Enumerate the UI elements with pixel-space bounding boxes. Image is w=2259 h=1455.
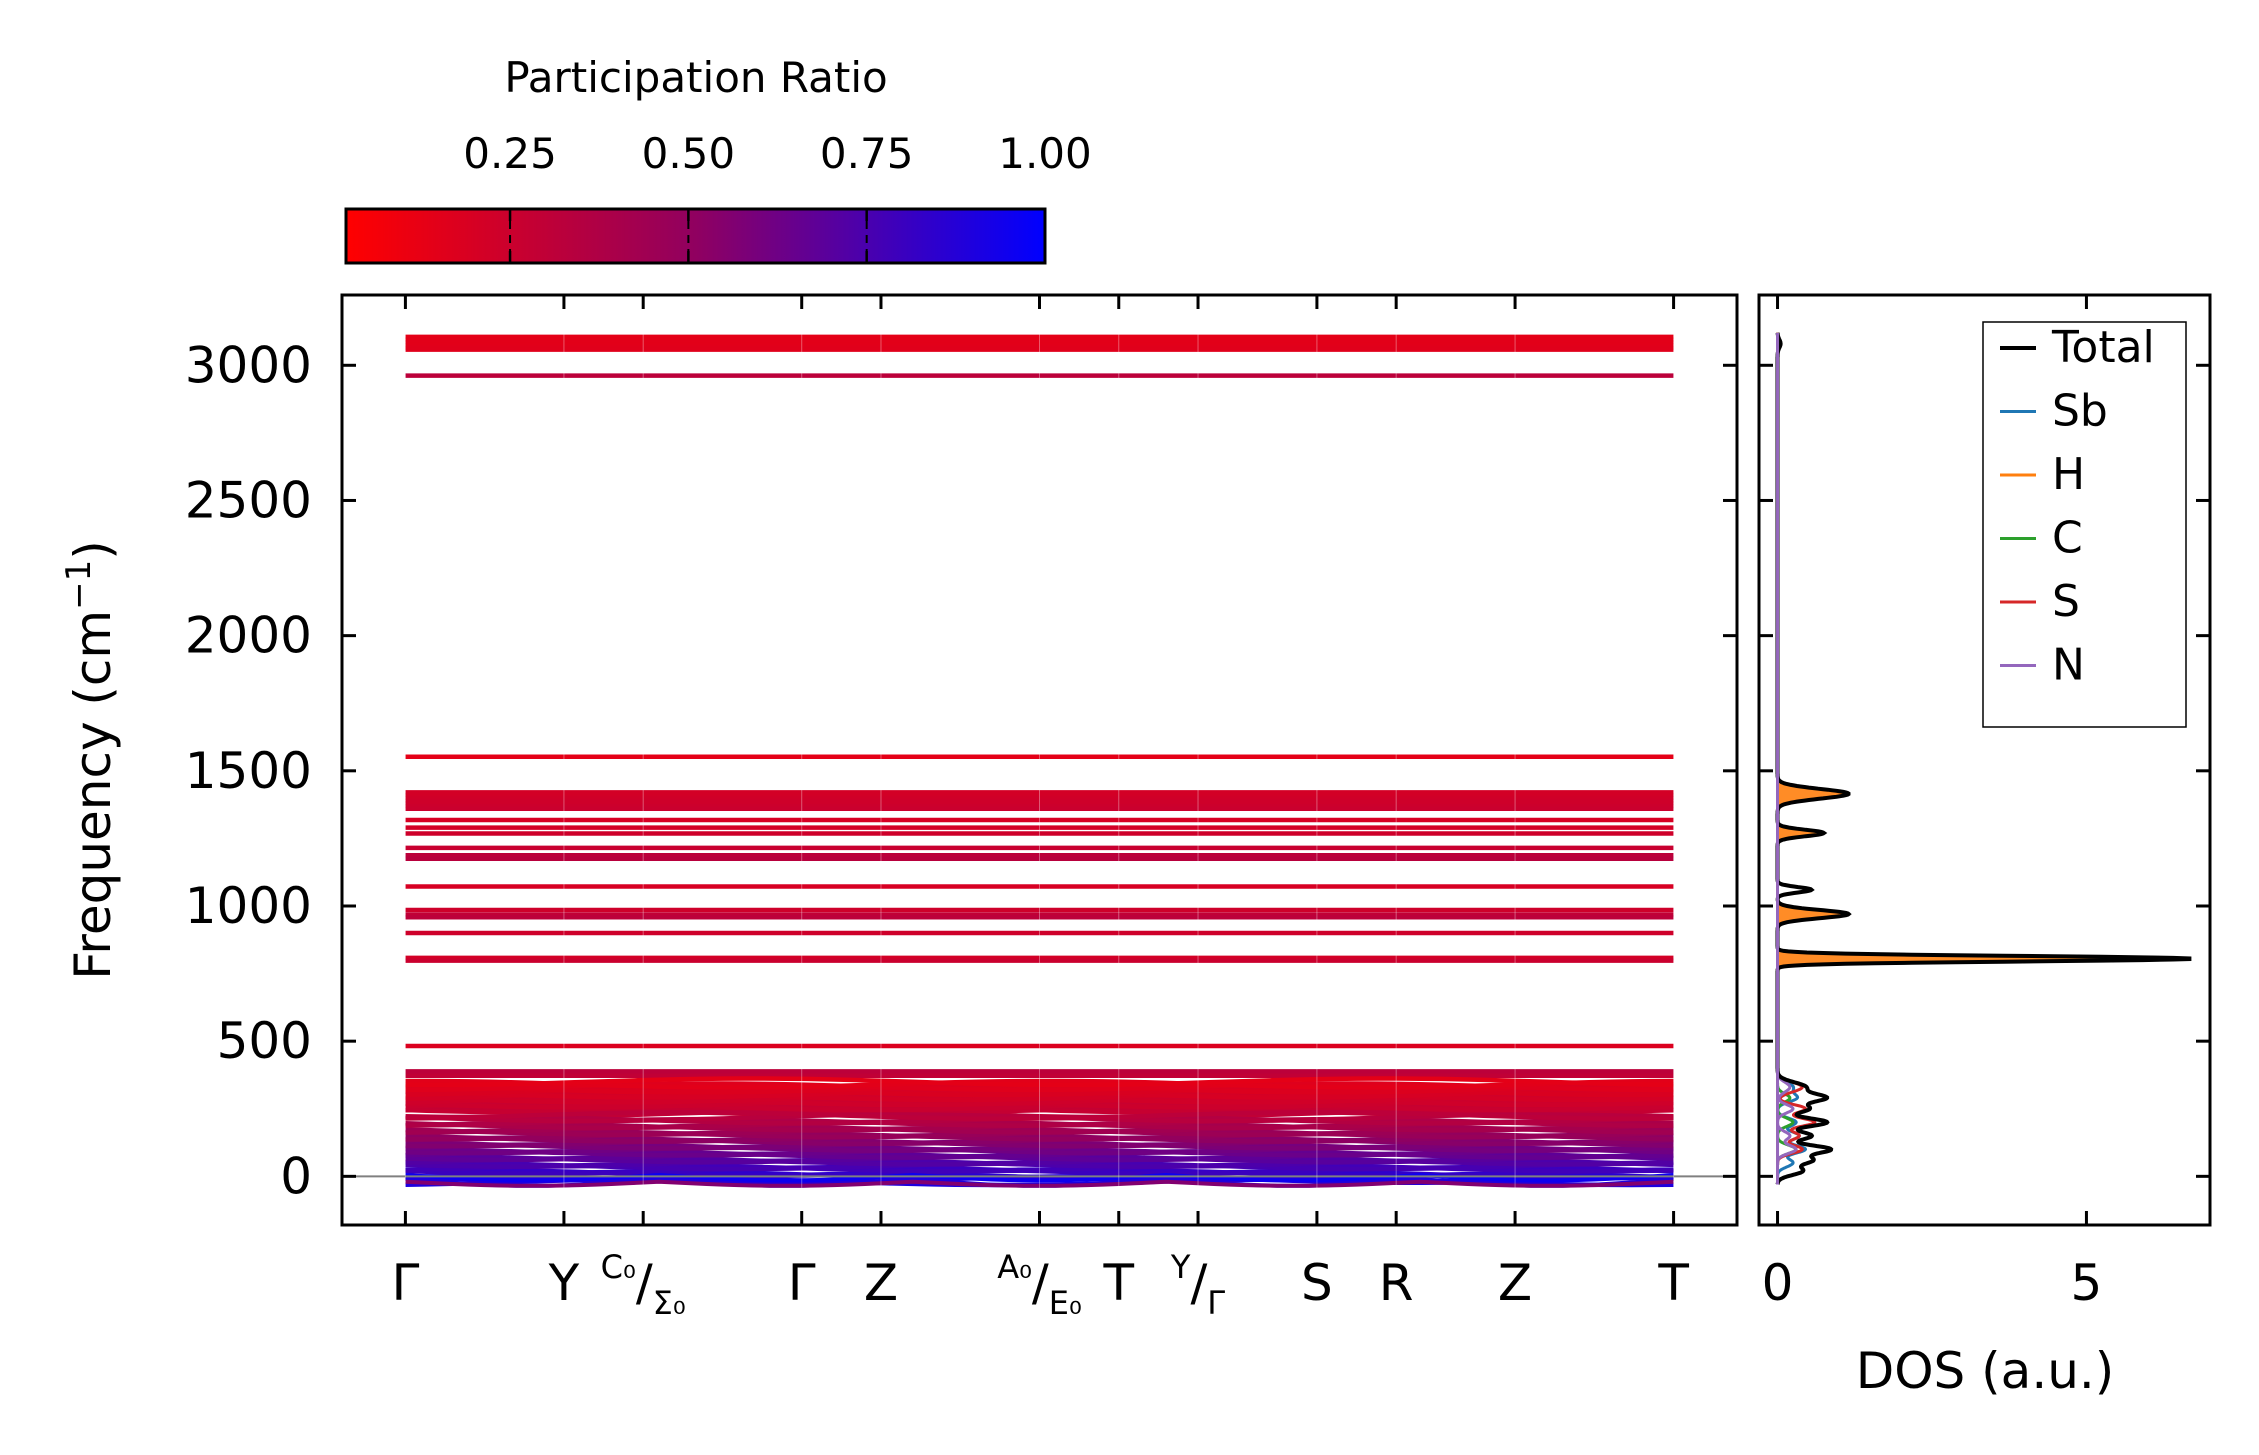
y-axis-label-sup: −1 [59, 560, 99, 610]
y-tick-label: 2500 [185, 471, 312, 529]
x-tick-label: T [1102, 1254, 1134, 1312]
dos-x-tick-label: 0 [1762, 1254, 1794, 1312]
colorbar-ticks: 0.25 0.50 0.75 1.00 [463, 129, 1092, 263]
x-tick-label-split: C₀/Σ₀ [601, 1248, 686, 1322]
legend-label: C [2052, 513, 2083, 564]
phonon-band [405, 1078, 1674, 1090]
y-axis-label: Frequency (cm−1) [59, 540, 122, 980]
colorbar-tick-label: 1.00 [998, 129, 1092, 178]
colorbar-gradient [344, 207, 1047, 265]
x-tick-label: Y [548, 1254, 580, 1312]
colorbar-tick-label: 0.25 [463, 129, 557, 178]
y-tick-label: 1000 [185, 877, 312, 935]
x-tick-label-top: C₀ [601, 1248, 636, 1286]
x-tick-label-bottom: E₀ [1049, 1284, 1082, 1322]
dos-x-axis-label: DOS (a.u.) [1856, 1342, 2115, 1400]
x-tick-label: Z [1498, 1254, 1532, 1312]
dos-frame [1757, 293, 2212, 1227]
band-lines [342, 295, 1737, 1225]
phonon-band [405, 1076, 1674, 1088]
legend-box [1982, 321, 2187, 728]
dos-curve-c [1776, 332, 1798, 1185]
dos-curve-s [1776, 332, 1817, 1185]
legend-label: Sb [2052, 386, 2108, 437]
dos-lines [1775, 332, 2192, 1185]
colorbar: Participation Ratio 0.25 0.50 0.75 1.00 [344, 53, 1092, 265]
legend-label: Total [2051, 322, 2155, 373]
acoustic-band [405, 1172, 1674, 1183]
y-tick-label: 1500 [185, 742, 312, 800]
dos-x-tick-label: 5 [2071, 1254, 2103, 1312]
x-tick-label-split: Y/Γ [1170, 1248, 1225, 1322]
y-tick-label: 0 [280, 1147, 312, 1205]
colorbar-tick-label: 0.50 [642, 129, 736, 178]
legend-label: N [2052, 640, 2085, 691]
colorbar-tick-label: 0.75 [820, 129, 914, 178]
x-tick-label-top: A₀ [997, 1248, 1032, 1286]
x-tick-label: R [1379, 1254, 1414, 1312]
x-tick-label-split: A₀/E₀ [997, 1248, 1082, 1322]
x-tick-label-slash: / [1190, 1254, 1207, 1312]
x-tick-label: Z [864, 1254, 898, 1312]
x-tick-label-bottom: Γ [1207, 1284, 1225, 1322]
y-axis-label-main: Frequency (cm [64, 610, 122, 980]
y-tick-label: 3000 [185, 336, 312, 394]
dos-curve-sb [1776, 332, 1808, 1185]
band-structure-frame [340, 293, 1739, 1227]
x-tick-label: Γ [788, 1254, 816, 1312]
dos-curve-n [1776, 332, 1798, 1185]
x-tick-label-bottom: Σ₀ [653, 1284, 686, 1322]
x-tick-label-slash: / [1032, 1254, 1049, 1312]
x-tick-label: T [1657, 1254, 1689, 1312]
y-axis-label-close: ) [64, 540, 122, 560]
x-tick-label-top: Y [1170, 1248, 1191, 1286]
y-tick-label: 2000 [185, 607, 312, 665]
colorbar-title: Participation Ratio [504, 53, 887, 102]
legend-label: S [2052, 576, 2080, 627]
x-tick-label-slash: / [636, 1254, 653, 1312]
legend-label: H [2052, 449, 2085, 500]
x-tick-label: Γ [391, 1254, 419, 1312]
x-tick-label: S [1301, 1254, 1333, 1312]
y-tick-label: 500 [217, 1012, 312, 1070]
acoustic-band [405, 1179, 1674, 1188]
phonon-band [405, 1110, 1674, 1121]
